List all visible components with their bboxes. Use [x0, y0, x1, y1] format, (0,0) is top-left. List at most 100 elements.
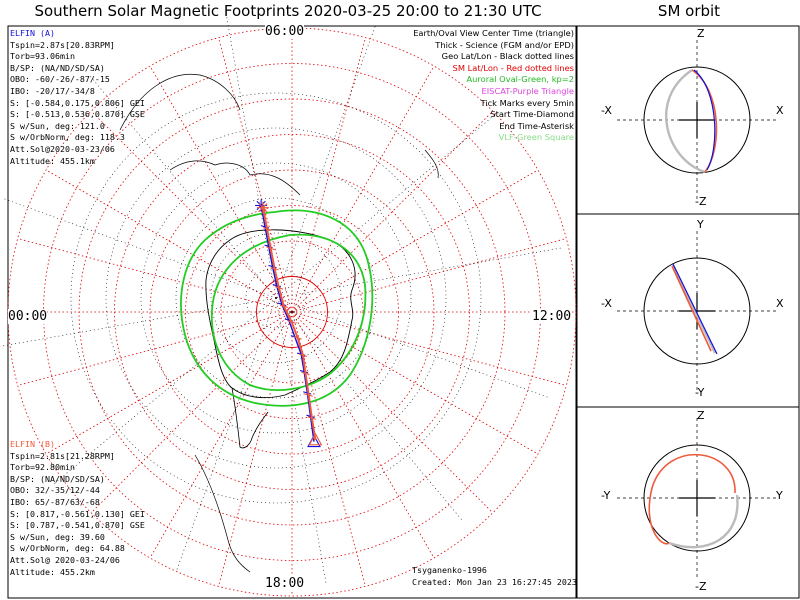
geo-lon-line — [53, 297, 277, 485]
info-line: B/SP: (NA/ND/SD/SA) — [10, 473, 105, 484]
info-line: OBO: -60/-26/-87/-15 — [10, 74, 110, 85]
legend-entry: Earth/Oval View Center Time (triangle) — [413, 28, 574, 38]
elfin-a-info: ELFIN (A) Tspin=2.87s[20.83RPM] Torb=93.… — [10, 28, 145, 167]
tick-mark — [262, 227, 272, 231]
tick-mark — [304, 393, 313, 397]
sm-lon-line — [291, 311, 567, 386]
panel3-right-label: Y — [776, 489, 783, 502]
info-line: IBO: -20/17/-34/8 — [10, 85, 95, 96]
sm-lat-ring — [7, 27, 577, 597]
geo-lon-line — [0, 297, 277, 347]
legend-entry: SM Lat/Lon - Red dotted lines — [452, 62, 574, 73]
sm-lon-line — [291, 37, 366, 313]
sm-lat-ring — [149, 169, 435, 455]
info-line: S: [0.817,-0.561,0.130] GEI — [10, 508, 145, 519]
geo-lon-line — [275, 297, 463, 521]
south-america-coast — [194, 454, 251, 573]
tick-mark — [306, 414, 315, 419]
tick-mark — [301, 371, 310, 376]
sm-lat-ring — [256, 276, 328, 348]
footprint-tracks — [255, 199, 323, 448]
info-line: B/SP: (NA/ND/SD/SA) — [10, 62, 105, 73]
sm-lon-line — [149, 65, 293, 313]
panel2-bottom-label: -Y — [695, 386, 705, 399]
sm-lon-line — [17, 238, 293, 313]
orbit-elfin-a — [672, 263, 718, 355]
australia-coast — [119, 73, 241, 131]
sm-lon-line — [291, 311, 435, 559]
info-line: Altitude: 455.2km — [10, 566, 95, 577]
sm-lat-ring — [185, 205, 399, 419]
sm-lon-line — [45, 169, 293, 313]
geo-lat-ring — [245, 267, 307, 329]
sm-lon-line — [17, 311, 293, 386]
geo-lon-line — [176, 297, 277, 571]
sm-lon-line — [291, 238, 567, 313]
auroral-oval-inner — [211, 233, 367, 391]
orbit-elfin-a — [693, 69, 716, 171]
tick-mark — [266, 246, 275, 251]
australia-coast — [169, 160, 301, 196]
orbit-gray — [668, 494, 739, 549]
panel2-right-label: X — [776, 297, 784, 310]
tick-mark — [274, 286, 284, 290]
tick-mark — [279, 304, 288, 309]
info-line: Att.Sol@2020-03-23/06 — [10, 143, 115, 154]
sm-orbit-panels — [617, 40, 777, 578]
legend-entry: Thick - Science (FGM and/or EPD) — [435, 39, 574, 50]
geo-lat-ring — [140, 162, 412, 434]
plot-title: Southern Solar Magnetic Footprints 2020-… — [34, 2, 542, 20]
info-line: S w/OrbNorm, deg: 64.88 — [10, 543, 125, 554]
peninsula-coast — [231, 387, 269, 449]
orbit-elfin-b — [691, 69, 718, 173]
side-title: SM orbit — [657, 2, 721, 20]
legend-entry: End Time-Asterisk — [499, 120, 574, 131]
legend-entry: VLF-Green Square — [498, 132, 574, 143]
orbit-gray — [665, 69, 706, 174]
credit-text: Tsyganenko-1996 — [412, 565, 487, 575]
tick-mark — [293, 336, 302, 340]
info-line: IBO: 65/-87/63/-68 — [10, 496, 100, 507]
geo-lat-ring — [70, 92, 482, 504]
geo-lon-line — [89, 75, 277, 299]
tick-mark — [299, 369, 309, 374]
tick-mark — [287, 320, 296, 324]
tick-mark — [307, 416, 317, 420]
sm-lon-line — [291, 311, 539, 455]
elfin-b-name: ELFIN (B) — [10, 439, 55, 449]
info-line: Torb=93.06min — [10, 51, 75, 62]
panel2-top-label: Y — [697, 218, 704, 231]
legend-entry: Start Time-Diamond — [490, 109, 574, 120]
created-text: Created: Mon Jan 23 16:27:45 2023 — [412, 577, 577, 587]
sm-lon-line — [45, 311, 293, 455]
panel1-right-label: X — [776, 104, 784, 117]
info-line: Att.Sol@ 2020-03-24/06 — [10, 554, 120, 565]
geo-lon-line — [3, 198, 277, 299]
geo-lon-line — [275, 297, 327, 584]
legend: Earth/Oval View Center Time (triangle) T… — [413, 28, 574, 144]
info-line: Tspin=2.81s[21.28RPM] — [10, 450, 115, 461]
elfin-a-name: ELFIN (A) — [10, 28, 55, 38]
info-line: S: [0.787,-0.541,0.870] GSE — [10, 520, 145, 531]
sm-lat-ring — [220, 240, 364, 384]
panel3-bottom-label: -Z — [695, 580, 707, 593]
geo-lat-ring — [175, 197, 377, 399]
sm-lon-line — [218, 311, 293, 587]
mlt-label-right: 12:00 — [532, 309, 572, 324]
sm-lon-line — [291, 110, 494, 313]
info-line: Altitude: 455.1km — [10, 155, 95, 166]
legend-entry: EISCAT-Purple Triangle — [481, 85, 574, 96]
sm-lon-line — [218, 37, 293, 313]
sm-lon-line — [291, 311, 366, 587]
earth-circle — [643, 257, 751, 365]
mlt-label-top: 06:00 — [265, 24, 305, 39]
panel1-left-label: -X — [601, 104, 612, 117]
earth-circle — [643, 66, 751, 174]
sm-lon-line — [291, 169, 539, 313]
end-asterisk — [256, 201, 269, 214]
sm-lon-line — [291, 311, 494, 514]
new-zealand-coast — [424, 149, 439, 179]
legend-entry: Tick Marks every 5min — [480, 97, 574, 108]
geo-lon-line — [275, 25, 376, 299]
